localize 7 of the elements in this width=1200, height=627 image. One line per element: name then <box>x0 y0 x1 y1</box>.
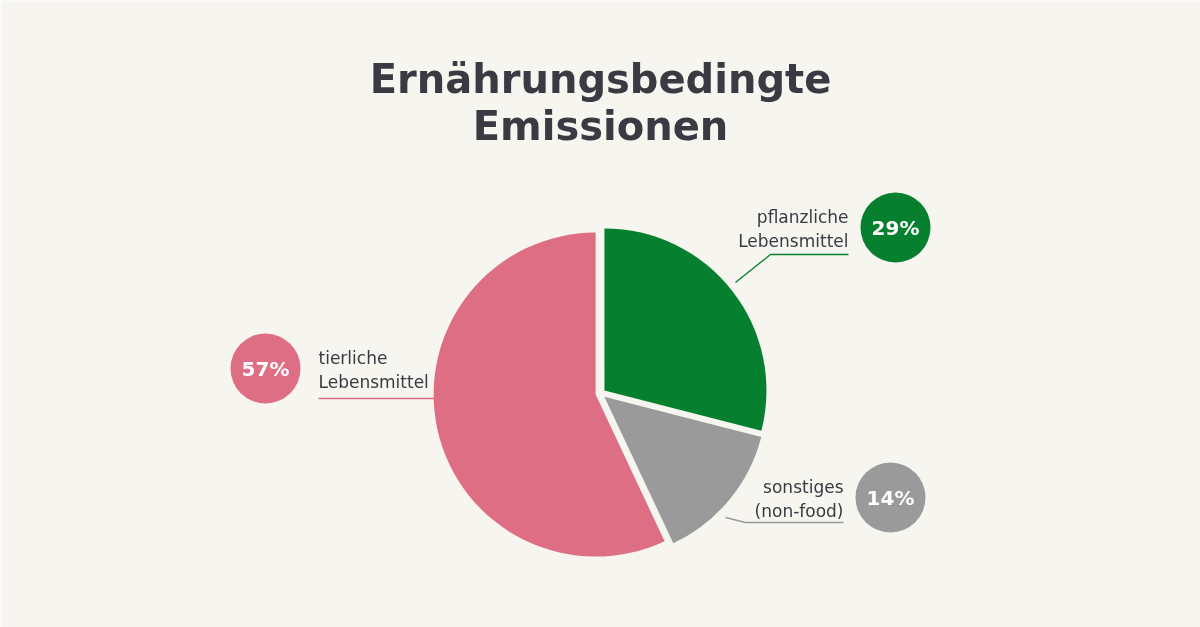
data-label: 29% <box>871 215 920 240</box>
chart-title: Ernährungsbedingte Emissionen <box>369 55 832 149</box>
slice-label: tierliche Lebensmittel <box>318 347 429 392</box>
slice-label: sonstiges (non-food) <box>754 476 844 521</box>
data-label: 57% <box>241 356 290 381</box>
data-label: 14% <box>866 485 915 510</box>
slice-label: pflanzliche Lebensmittel <box>738 206 849 251</box>
